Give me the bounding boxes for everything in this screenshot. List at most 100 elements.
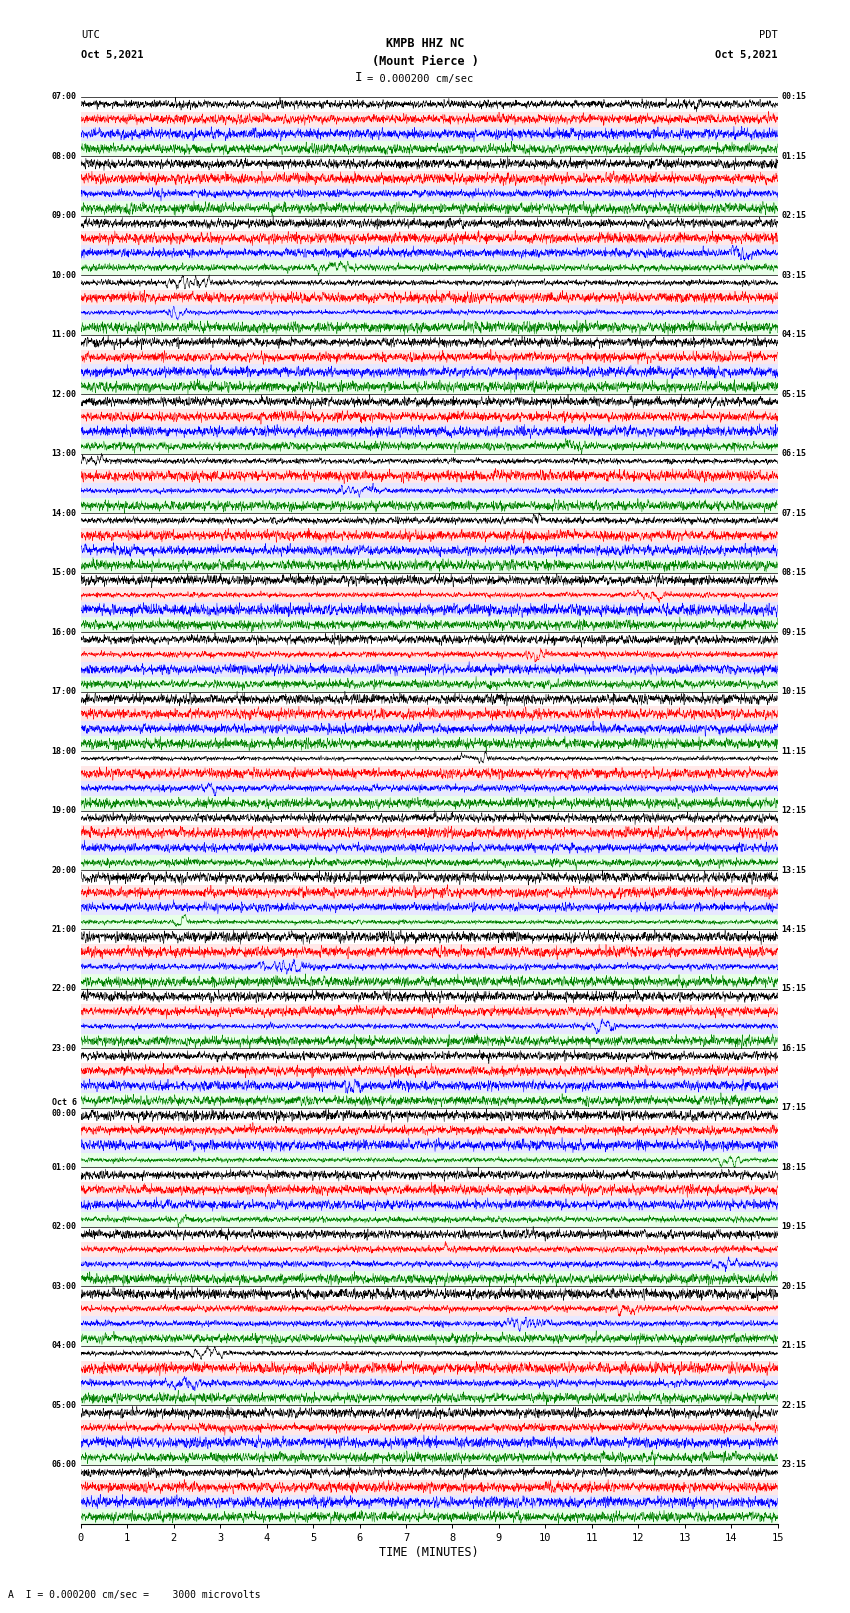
Bar <box>81 840 778 855</box>
Text: Oct 5,2021: Oct 5,2021 <box>81 50 144 60</box>
Bar <box>81 350 778 365</box>
Bar <box>81 647 778 661</box>
Bar <box>81 1436 778 1450</box>
Bar <box>81 513 778 527</box>
Text: 08:00: 08:00 <box>52 152 76 161</box>
Text: 16:00: 16:00 <box>52 627 76 637</box>
Text: 01:15: 01:15 <box>781 152 806 161</box>
Bar <box>81 989 778 1003</box>
Bar <box>81 602 778 618</box>
Bar <box>81 1450 778 1465</box>
Bar <box>81 111 778 126</box>
Text: (Mount Pierce ): (Mount Pierce ) <box>371 55 479 68</box>
Text: 03:15: 03:15 <box>781 271 806 279</box>
Bar <box>81 810 778 826</box>
Text: 13:00: 13:00 <box>52 448 76 458</box>
Text: 11:00: 11:00 <box>52 331 76 339</box>
Bar <box>81 1108 778 1123</box>
Text: = 0.000200 cm/sec: = 0.000200 cm/sec <box>367 74 473 84</box>
Bar <box>81 826 778 840</box>
Bar <box>81 855 778 869</box>
Text: 22:00: 22:00 <box>52 984 76 994</box>
Bar <box>81 1242 778 1257</box>
Bar <box>81 915 778 929</box>
Text: 01:00: 01:00 <box>52 1163 76 1173</box>
Bar <box>81 632 778 647</box>
Text: 17:00: 17:00 <box>52 687 76 697</box>
Bar <box>81 126 778 142</box>
Bar <box>81 692 778 706</box>
Bar <box>81 394 778 410</box>
Bar <box>81 1465 778 1479</box>
Text: 09:15: 09:15 <box>781 627 806 637</box>
Text: Oct 6
00:00: Oct 6 00:00 <box>52 1098 76 1118</box>
Bar <box>81 558 778 573</box>
Bar <box>81 468 778 484</box>
Text: 16:15: 16:15 <box>781 1044 806 1053</box>
Text: 21:00: 21:00 <box>52 924 76 934</box>
Bar <box>81 781 778 795</box>
Text: 14:00: 14:00 <box>52 508 76 518</box>
Bar <box>81 379 778 394</box>
Text: 04:15: 04:15 <box>781 331 806 339</box>
Bar <box>81 736 778 752</box>
Bar <box>81 974 778 989</box>
Text: 10:15: 10:15 <box>781 687 806 697</box>
Bar <box>81 960 778 974</box>
Text: 08:15: 08:15 <box>781 568 806 577</box>
Bar <box>81 290 778 305</box>
Bar <box>81 410 778 424</box>
Bar <box>81 1227 778 1242</box>
Bar <box>81 1168 778 1182</box>
Bar <box>81 97 778 111</box>
Bar <box>81 336 778 350</box>
Text: 09:00: 09:00 <box>52 211 76 221</box>
Bar <box>81 1094 778 1108</box>
Bar <box>81 587 778 602</box>
Bar <box>81 661 778 677</box>
Text: 15:00: 15:00 <box>52 568 76 577</box>
Bar <box>81 527 778 544</box>
Text: I: I <box>355 71 362 84</box>
Bar <box>81 498 778 513</box>
Bar <box>81 618 778 632</box>
Bar <box>81 677 778 692</box>
Text: 10:00: 10:00 <box>52 271 76 279</box>
Bar <box>81 156 778 171</box>
Bar <box>81 1257 778 1271</box>
Bar <box>81 721 778 736</box>
Text: 23:15: 23:15 <box>781 1460 806 1469</box>
Bar <box>81 1034 778 1048</box>
Bar <box>81 886 778 900</box>
Text: 20:00: 20:00 <box>52 866 76 874</box>
Bar <box>81 1510 778 1524</box>
Bar <box>81 1063 778 1077</box>
Bar <box>81 231 778 245</box>
Text: 12:15: 12:15 <box>781 806 806 815</box>
Bar <box>81 929 778 944</box>
Text: 17:15: 17:15 <box>781 1103 806 1113</box>
Bar <box>81 1077 778 1094</box>
Bar <box>81 171 778 185</box>
Bar <box>81 216 778 231</box>
Bar <box>81 1495 778 1510</box>
Bar <box>81 365 778 379</box>
Text: 06:00: 06:00 <box>52 1460 76 1469</box>
Bar <box>81 453 778 468</box>
Text: 02:00: 02:00 <box>52 1223 76 1231</box>
Text: Oct 5,2021: Oct 5,2021 <box>715 50 778 60</box>
Bar <box>81 944 778 960</box>
Text: 14:15: 14:15 <box>781 924 806 934</box>
Bar <box>81 795 778 810</box>
Bar <box>81 185 778 202</box>
Text: 20:15: 20:15 <box>781 1282 806 1290</box>
Text: 19:00: 19:00 <box>52 806 76 815</box>
Bar <box>81 706 778 721</box>
Bar <box>81 1376 778 1390</box>
Bar <box>81 1361 778 1376</box>
Text: A  I = 0.000200 cm/sec =    3000 microvolts: A I = 0.000200 cm/sec = 3000 microvolts <box>8 1590 261 1600</box>
Text: 23:00: 23:00 <box>52 1044 76 1053</box>
Bar <box>81 1287 778 1302</box>
Bar <box>81 1331 778 1345</box>
Text: 05:00: 05:00 <box>52 1400 76 1410</box>
